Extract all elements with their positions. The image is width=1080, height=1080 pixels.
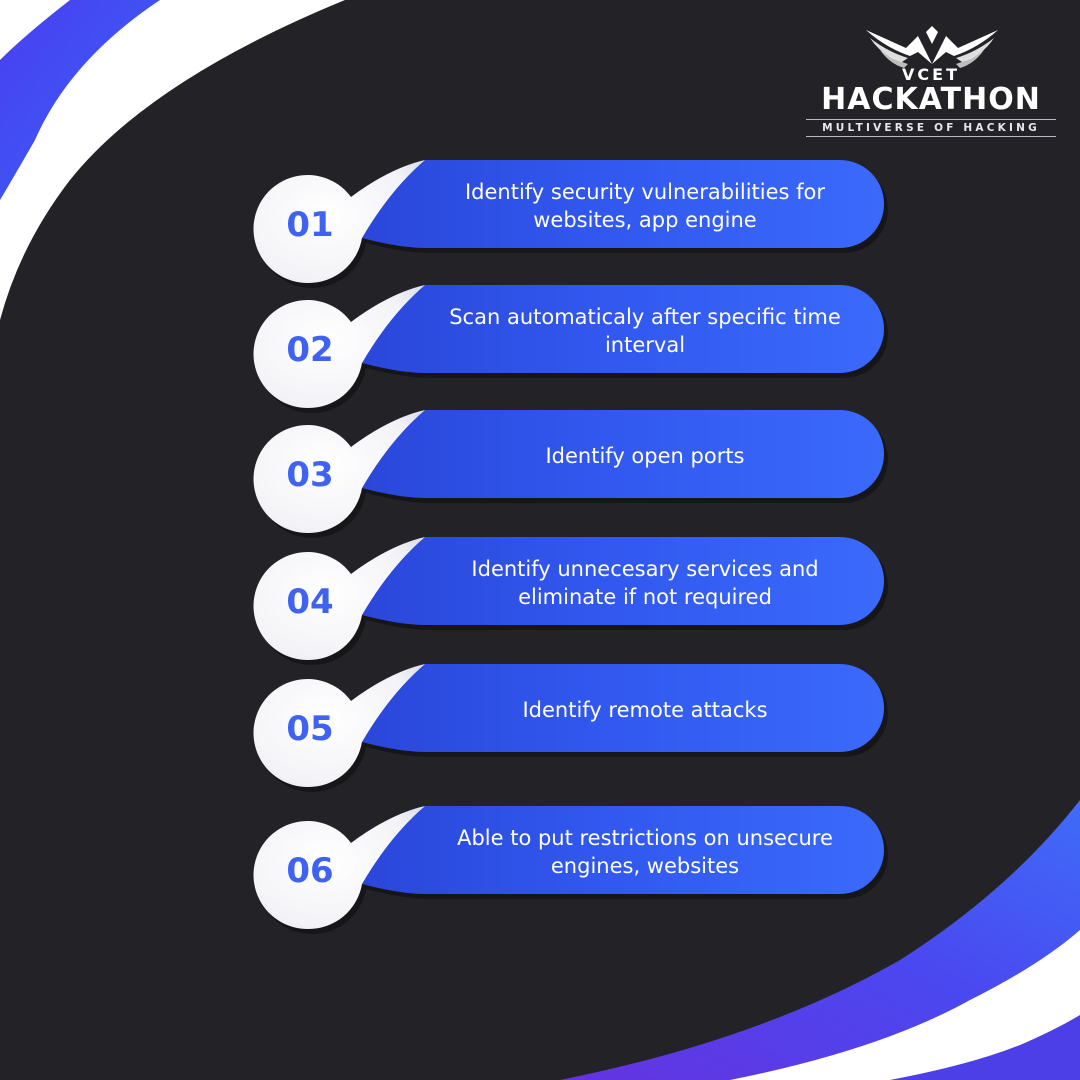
step-text: Identify remote attacks [522, 698, 768, 722]
step-bubble-circle [253, 806, 425, 930]
step-item-6: 06 Able to put restrictions on unsecure … [250, 806, 890, 936]
step-item-1: 01 Identify security vulnerabilities for… [250, 160, 890, 290]
step-text: Able to put restrictions on unsecure eng… [457, 826, 833, 878]
step-bubble-pill [351, 537, 884, 625]
step-text: Identify unnecesary services and elimina… [471, 557, 819, 609]
step-number: 03 [286, 455, 334, 495]
logo-top-rule [806, 119, 1056, 120]
step-number: 04 [286, 582, 334, 622]
bottom-right-white-swoosh [730, 930, 1080, 1080]
logo-vcet-text: VCET [902, 65, 960, 84]
step-bubble-circle [253, 537, 425, 661]
step-bubble [253, 537, 889, 666]
step-bubble-pill [351, 285, 884, 373]
top-left-blue-swoosh [0, 0, 160, 200]
step-text: Identify security vulnerabilities for we… [464, 180, 826, 232]
bottom-right-purple-swoosh [560, 800, 1080, 1080]
step-number: 06 [286, 851, 334, 891]
wings-emblem-icon [866, 26, 998, 68]
step-text: Scan automaticaly after specific time in… [449, 305, 841, 357]
logo-hackathon-text: HACKATHON [821, 82, 1041, 117]
step-bubble [253, 160, 889, 289]
step-bubble-circle [253, 410, 425, 534]
step-item-5: 05 Identify remote attacks [250, 664, 890, 794]
step-bubble [253, 410, 889, 539]
logo-tagline: MULTIVERSE OF HACKING [822, 122, 1040, 134]
step-number: 01 [286, 205, 334, 245]
bottom-right-blue-swoosh [890, 1015, 1080, 1080]
step-text: Identify open ports [545, 444, 745, 468]
step-item-2: 02 Scan automaticaly after specific time… [250, 285, 890, 415]
step-bubble-circle [253, 160, 425, 284]
step-item-4: 04 Identify unnecesary services and elim… [250, 537, 890, 667]
step-bubble-pill [351, 664, 884, 752]
hackathon-logo: VCET HACKATHON MULTIVERSE OF HACKING [804, 26, 1058, 144]
step-bubble-pill [351, 410, 884, 498]
step-bubble-circle [253, 285, 425, 409]
step-bubble [253, 285, 889, 414]
step-item-3: 03 Identify open ports [250, 410, 890, 540]
step-bubble [253, 806, 889, 935]
step-bubble [253, 664, 889, 793]
top-left-white-edge [0, 0, 70, 60]
step-number: 05 [286, 709, 334, 749]
step-bubble-circle [253, 664, 425, 788]
logo-bottom-rule [806, 136, 1056, 137]
step-number: 02 [286, 330, 334, 370]
step-bubble-pill [351, 160, 884, 248]
top-left-white-swoosh [0, 0, 345, 320]
step-bubble-pill [351, 806, 884, 894]
